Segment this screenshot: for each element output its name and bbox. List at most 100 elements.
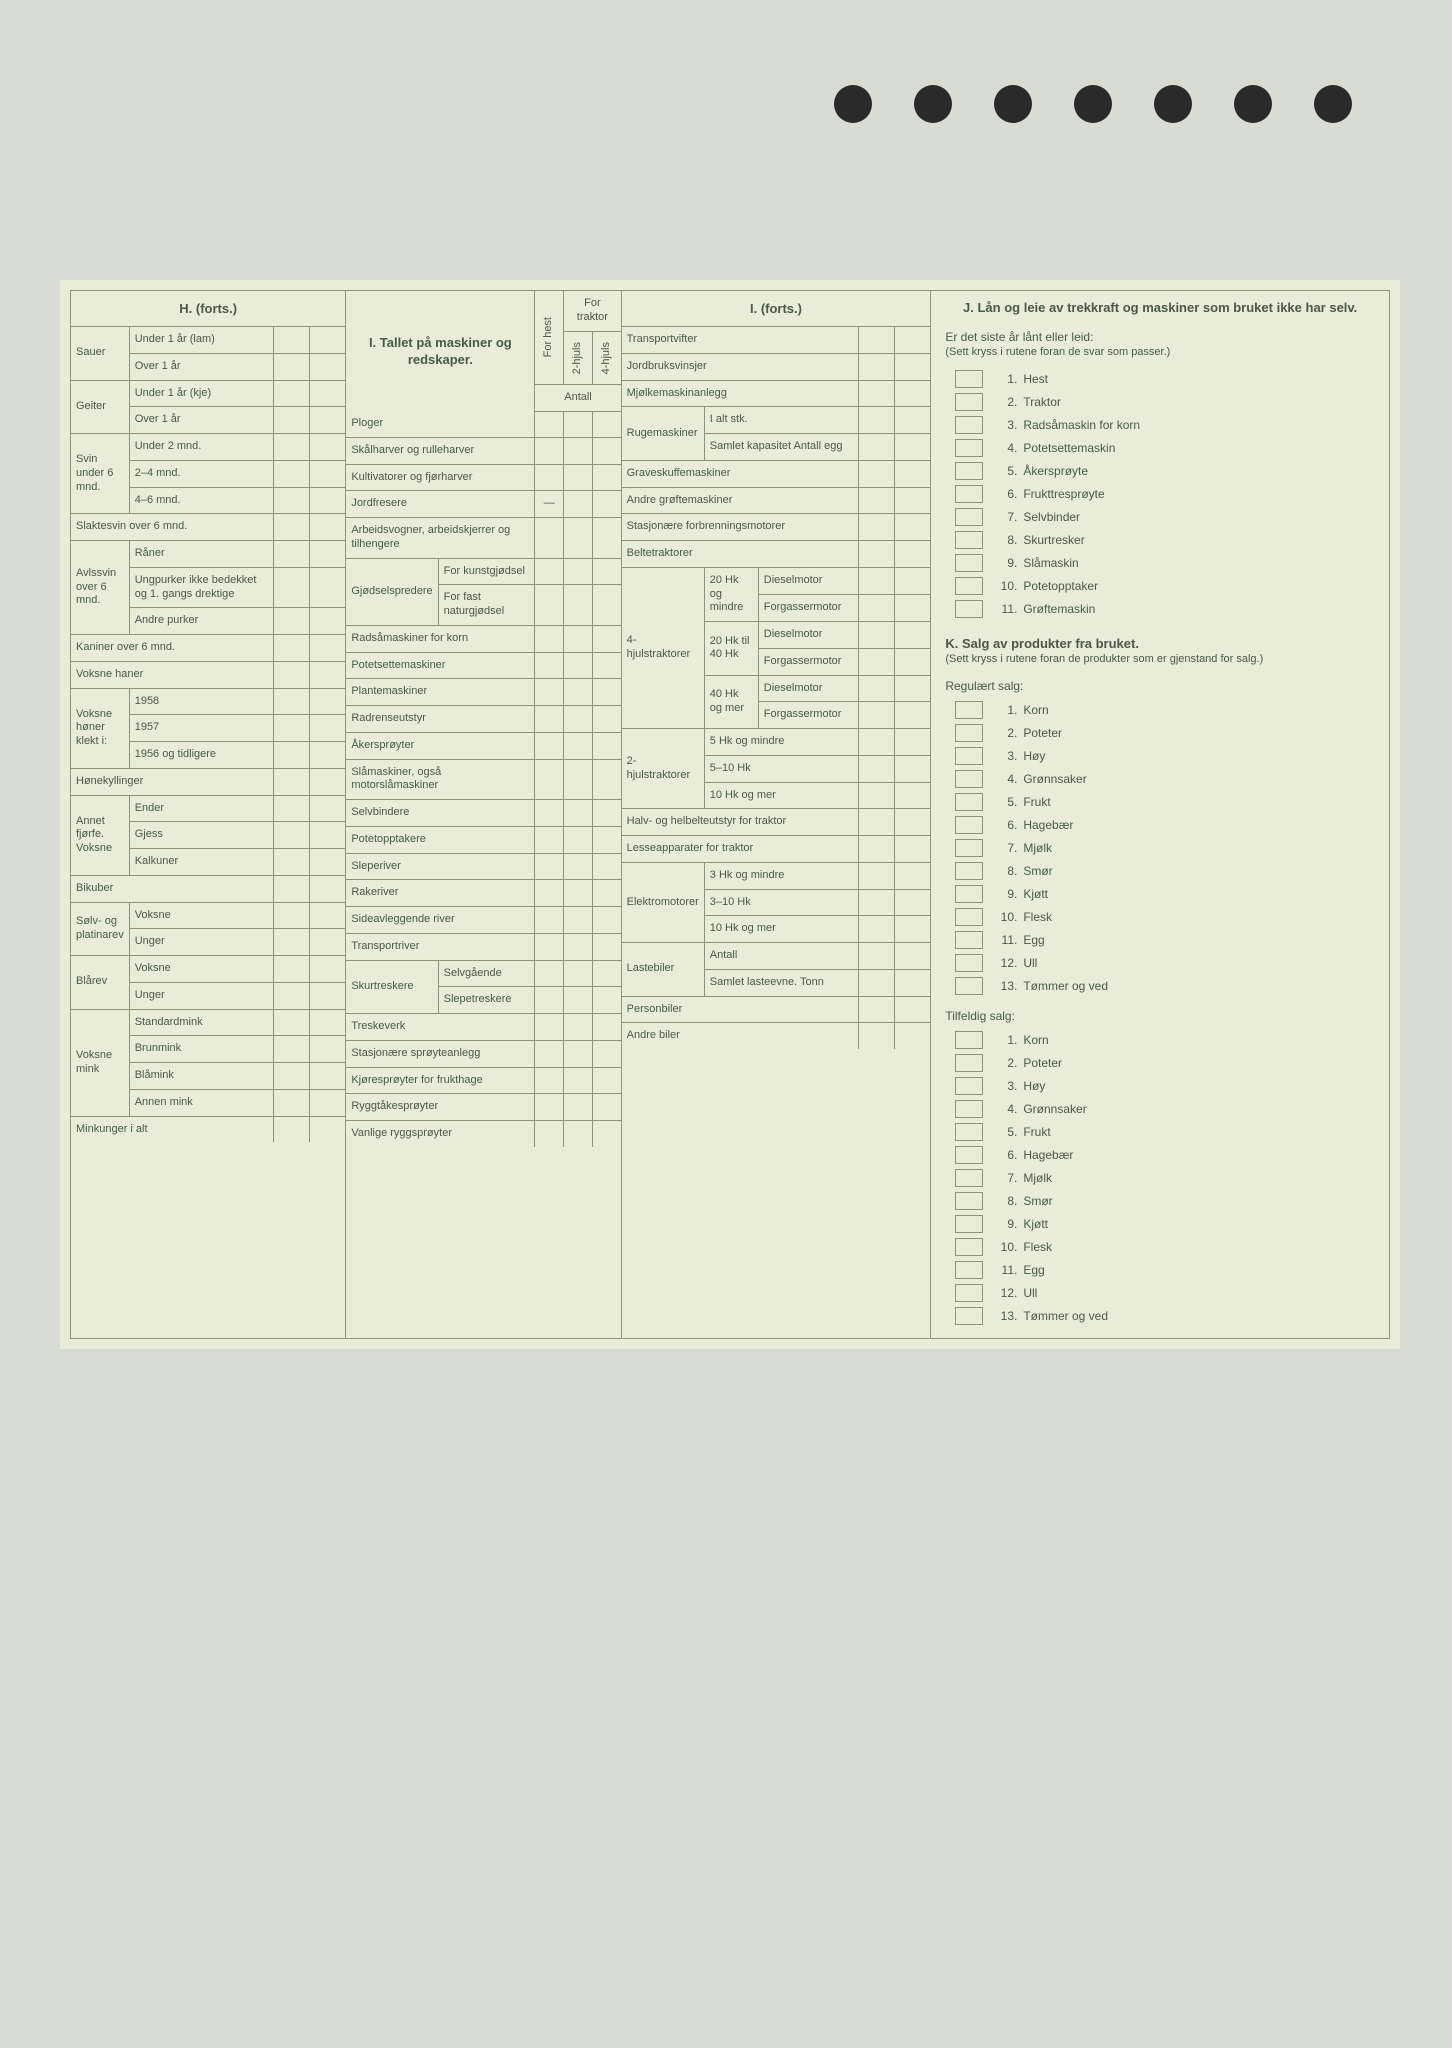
item-number: 6. bbox=[995, 818, 1017, 832]
list-item: 11. Egg bbox=[955, 1261, 1375, 1279]
item-label: Frukt bbox=[1023, 1125, 1050, 1139]
checkbox[interactable] bbox=[955, 416, 983, 434]
item-number: 11. bbox=[995, 1263, 1017, 1277]
checkbox[interactable] bbox=[955, 1238, 983, 1256]
section-h-title: H. (forts.) bbox=[71, 291, 345, 327]
checkbox[interactable] bbox=[955, 370, 983, 388]
checkbox[interactable] bbox=[955, 485, 983, 503]
item-number: 4. bbox=[995, 441, 1017, 455]
checkbox[interactable] bbox=[955, 1307, 983, 1325]
checkbox[interactable] bbox=[955, 770, 983, 788]
list-item: 2.Poteter bbox=[955, 1054, 1375, 1072]
item-label: Flesk bbox=[1023, 910, 1052, 924]
j-note: (Sett kryss i rutene foran de svar som p… bbox=[945, 346, 1375, 358]
checkbox[interactable] bbox=[955, 977, 983, 995]
item-number: 1. bbox=[995, 372, 1017, 386]
item-number: 5. bbox=[995, 795, 1017, 809]
j-list: 1.Hest2.Traktor3.Radsåmaskin for korn4.P… bbox=[955, 370, 1375, 618]
checkbox[interactable] bbox=[955, 862, 983, 880]
item-label: Smør bbox=[1023, 1194, 1052, 1208]
checkbox[interactable] bbox=[955, 1031, 983, 1049]
checkbox[interactable] bbox=[955, 600, 983, 618]
list-item: 2. Traktor bbox=[955, 393, 1375, 411]
item-number: 11. bbox=[995, 602, 1017, 616]
item-number: 13. bbox=[995, 1309, 1017, 1323]
checkbox[interactable] bbox=[955, 1192, 983, 1210]
checkbox[interactable] bbox=[955, 747, 983, 765]
item-label: Slåmaskin bbox=[1023, 556, 1078, 570]
item-label: Hagebær bbox=[1023, 818, 1073, 832]
table-i1: I. Tallet på maskiner og redskaper. For … bbox=[346, 291, 620, 1147]
checkbox[interactable] bbox=[955, 954, 983, 972]
item-label: Åkersprøyte bbox=[1023, 464, 1088, 478]
section-j-title: J. Lån og leie av trekkraft og maskiner … bbox=[945, 299, 1375, 318]
item-number: 13. bbox=[995, 979, 1017, 993]
item-label: Radsåmaskin for korn bbox=[1023, 418, 1140, 432]
item-label: Grønnsaker bbox=[1023, 1102, 1086, 1116]
item-label: Traktor bbox=[1023, 395, 1061, 409]
checkbox[interactable] bbox=[955, 793, 983, 811]
checkbox[interactable] bbox=[955, 393, 983, 411]
checkbox[interactable] bbox=[955, 908, 983, 926]
checkbox[interactable] bbox=[955, 554, 983, 572]
checkbox[interactable] bbox=[955, 577, 983, 595]
checkbox[interactable] bbox=[955, 1215, 983, 1233]
checkbox[interactable] bbox=[955, 724, 983, 742]
checkbox[interactable] bbox=[955, 1146, 983, 1164]
k-note: (Sett kryss i rutene foran de produkter … bbox=[945, 653, 1375, 665]
checkbox[interactable] bbox=[955, 1123, 983, 1141]
item-label: Skurtresker bbox=[1023, 533, 1084, 547]
item-number: 7. bbox=[995, 510, 1017, 524]
item-label: Tømmer og ved bbox=[1023, 979, 1108, 993]
checkbox[interactable] bbox=[955, 1054, 983, 1072]
list-item: 12.Ull bbox=[955, 954, 1375, 972]
item-label: Frukttresprøyte bbox=[1023, 487, 1104, 501]
checkbox[interactable] bbox=[955, 439, 983, 457]
item-label: Flesk bbox=[1023, 1240, 1052, 1254]
item-number: 5. bbox=[995, 464, 1017, 478]
list-item: 5. Frukt bbox=[955, 1123, 1375, 1141]
item-label: Egg bbox=[1023, 1263, 1044, 1277]
checkbox[interactable] bbox=[955, 1284, 983, 1302]
checkbox[interactable] bbox=[955, 1100, 983, 1118]
section-i2-title: I. (forts.) bbox=[622, 291, 931, 327]
item-number: 2. bbox=[995, 726, 1017, 740]
list-item: 13. Tømmer og ved bbox=[955, 1307, 1375, 1325]
checkbox[interactable] bbox=[955, 885, 983, 903]
checkbox[interactable] bbox=[955, 508, 983, 526]
list-item: 4.Grønnsaker bbox=[955, 1100, 1375, 1118]
item-number: 3. bbox=[995, 1079, 1017, 1093]
checkbox[interactable] bbox=[955, 816, 983, 834]
list-item: 10. Flesk bbox=[955, 908, 1375, 926]
item-number: 10. bbox=[995, 910, 1017, 924]
list-item: 13. Tømmer og ved bbox=[955, 977, 1375, 995]
item-number: 6. bbox=[995, 487, 1017, 501]
k-reg-head: Regulært salg: bbox=[945, 679, 1375, 693]
checkbox[interactable] bbox=[955, 1261, 983, 1279]
list-item: 6. Hagebær bbox=[955, 816, 1375, 834]
checkbox[interactable] bbox=[955, 462, 983, 480]
checkbox[interactable] bbox=[955, 1169, 983, 1187]
checkbox[interactable] bbox=[955, 701, 983, 719]
item-label: Poteter bbox=[1023, 1056, 1062, 1070]
item-number: 5. bbox=[995, 1125, 1017, 1139]
list-item: 10.Flesk bbox=[955, 1238, 1375, 1256]
checkbox[interactable] bbox=[955, 531, 983, 549]
item-number: 4. bbox=[995, 772, 1017, 786]
list-item: 3.Høy bbox=[955, 1077, 1375, 1095]
item-label: Grøftemaskin bbox=[1023, 602, 1095, 616]
list-item: 5. Åkersprøyte bbox=[955, 462, 1375, 480]
list-item: 4.Grønnsaker bbox=[955, 770, 1375, 788]
h-group: Sauer bbox=[71, 327, 129, 380]
item-label: Kjøtt bbox=[1023, 887, 1048, 901]
item-label: Tømmer og ved bbox=[1023, 1309, 1108, 1323]
checkbox[interactable] bbox=[955, 839, 983, 857]
checkbox[interactable] bbox=[955, 931, 983, 949]
item-number: 2. bbox=[995, 395, 1017, 409]
item-number: 8. bbox=[995, 1194, 1017, 1208]
list-item: 2.Poteter bbox=[955, 724, 1375, 742]
checkbox[interactable] bbox=[955, 1077, 983, 1095]
table-h: SauerUnder 1 år (lam) Over 1 år GeiterUn… bbox=[71, 327, 345, 1142]
item-number: 9. bbox=[995, 887, 1017, 901]
item-label: Høy bbox=[1023, 749, 1045, 763]
